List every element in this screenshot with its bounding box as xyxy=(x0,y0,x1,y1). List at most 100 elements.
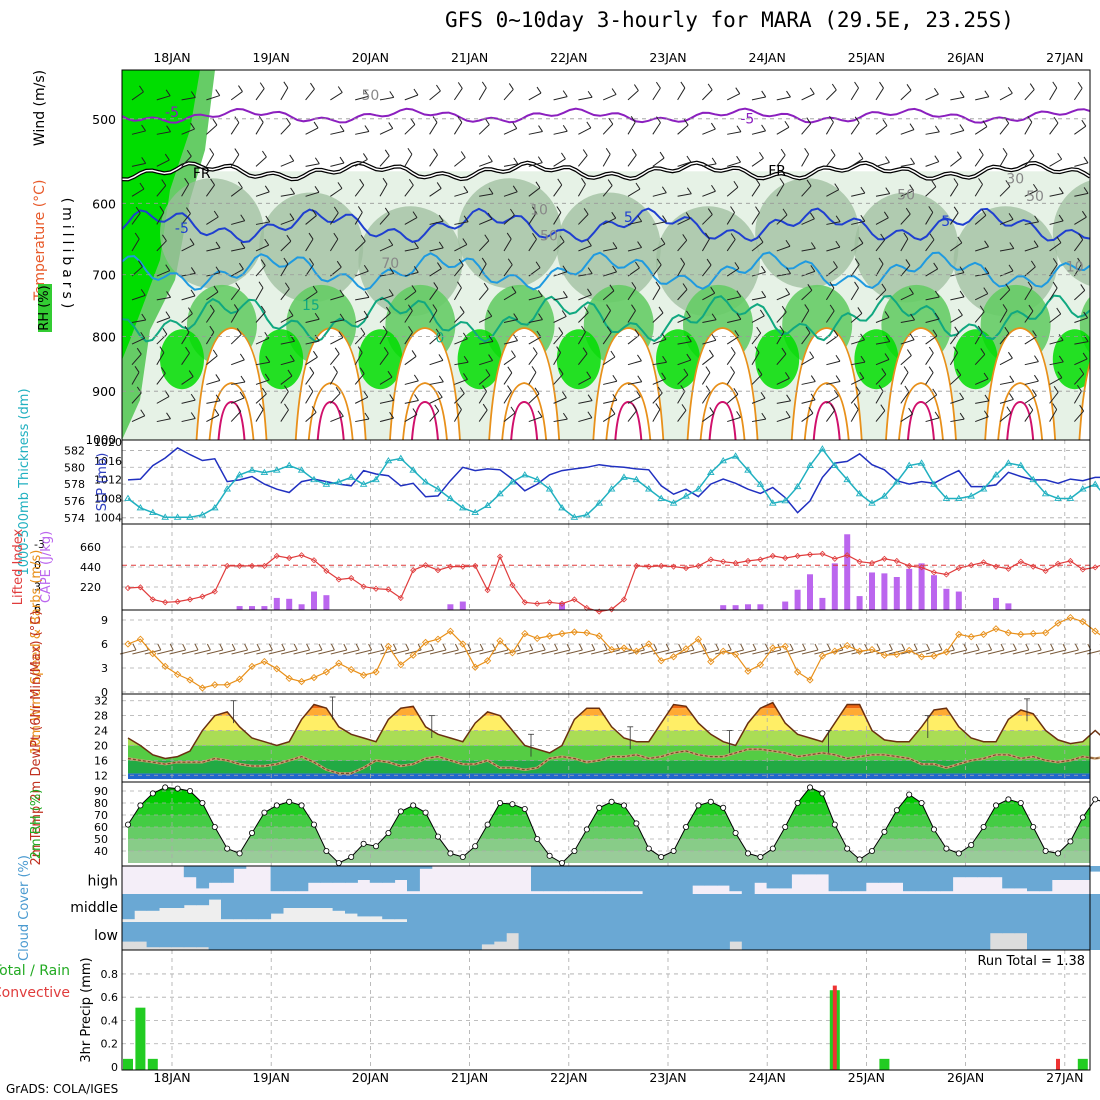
wind-barb-flag xyxy=(736,125,742,133)
wind-barb-flag xyxy=(281,643,286,651)
wind-barb-flag xyxy=(628,643,633,651)
cape-bar xyxy=(720,605,727,610)
wind-barb xyxy=(330,295,344,301)
li-point xyxy=(1079,566,1086,573)
wind-barb-flag xyxy=(212,349,218,357)
wind-barb xyxy=(553,397,567,404)
wind-barb-flag xyxy=(934,411,940,419)
wind-barb xyxy=(677,341,692,345)
precip-bar-total xyxy=(123,1058,133,1070)
wind-speed-point xyxy=(483,657,492,665)
wind-barb-flag xyxy=(1058,214,1064,222)
wind-barb xyxy=(454,378,468,385)
x-tick-label-bottom: 26JAN xyxy=(947,1070,984,1085)
rh-point xyxy=(422,809,429,816)
cloud-bar-middle xyxy=(989,894,1003,922)
wind-barb xyxy=(528,319,543,323)
wind-barb xyxy=(478,288,489,301)
cloud-bar-high xyxy=(890,866,904,883)
wind-barb-flag xyxy=(665,643,670,651)
wind-barb xyxy=(255,122,264,135)
isotherm-25 xyxy=(208,382,255,440)
cloud-layer-label: middle xyxy=(70,900,118,916)
precip-bar-total xyxy=(879,1058,890,1070)
isotherm-30 xyxy=(510,400,539,440)
wind-barb xyxy=(503,238,512,252)
grads-credit: GrADS: COLA/IGES xyxy=(6,1082,119,1096)
wind-speed-point xyxy=(831,647,839,655)
wind-barb xyxy=(206,95,220,101)
y-tick-label: 574 xyxy=(64,512,85,525)
wind-barb xyxy=(255,337,269,345)
wind-barb xyxy=(602,290,615,301)
wind-barb xyxy=(1024,310,1034,323)
wind-barb xyxy=(975,272,990,277)
wind-barb-flag xyxy=(933,262,939,270)
li-point xyxy=(323,567,330,574)
wind-barb-flag xyxy=(808,407,814,414)
wind-speed-point xyxy=(967,633,975,641)
y-tick-label: 800 xyxy=(92,330,116,345)
cloud-bar-low xyxy=(729,922,743,942)
wind-barb xyxy=(726,93,740,101)
wind-speed-point xyxy=(793,668,802,676)
wind-barb-flag xyxy=(829,304,835,312)
li-point xyxy=(459,563,466,570)
isotherm-25 xyxy=(605,382,652,440)
li-point xyxy=(199,593,206,600)
cape-bar xyxy=(249,606,255,610)
wind-barb-flag xyxy=(609,284,615,292)
wind-barb-flag xyxy=(706,258,712,266)
wind-barb xyxy=(503,264,513,277)
wind-barb xyxy=(925,93,939,101)
cloud-bar-low xyxy=(890,922,904,950)
wind-barb-flag xyxy=(756,326,762,334)
cloud-bar-middle xyxy=(1014,894,1028,922)
wind-barb-flag xyxy=(909,123,915,130)
y-tick-label: 1016 xyxy=(94,455,122,468)
slp-point xyxy=(942,494,951,501)
slp-point xyxy=(707,468,715,476)
wind-barb xyxy=(205,331,215,345)
cloud-bar-high xyxy=(1039,866,1053,892)
wind-speed-point xyxy=(136,635,145,643)
precip-bar-total xyxy=(147,1058,158,1070)
wind-barb xyxy=(751,130,766,135)
slp-point xyxy=(607,485,616,492)
wind-barb-flag xyxy=(244,643,249,651)
wind-barb-flag xyxy=(859,371,865,379)
wind-barb xyxy=(999,186,1011,197)
slp-point xyxy=(632,475,641,483)
wind-barb-flag xyxy=(1007,351,1013,359)
li-point xyxy=(534,600,541,607)
li-point xyxy=(707,556,714,563)
cloud-bar-low xyxy=(853,922,867,950)
cloud-bar-high xyxy=(270,866,284,892)
wind-barb xyxy=(677,391,686,404)
slp-point xyxy=(149,508,157,516)
wind-barb-flag xyxy=(435,328,441,336)
wind-barb-flag xyxy=(1058,355,1064,363)
slp-point xyxy=(198,511,207,518)
wind-barb-flag xyxy=(789,643,794,651)
wind-speed-point xyxy=(471,663,479,671)
wind-barb-flag xyxy=(240,241,246,249)
cape-bar xyxy=(893,577,900,610)
li-point xyxy=(546,599,553,606)
rh-point xyxy=(273,802,280,809)
cloud-bar-middle xyxy=(221,894,234,920)
wind-speed-point xyxy=(731,650,740,659)
wind-speed-point xyxy=(583,629,591,637)
wind-barb-flag xyxy=(1009,393,1014,400)
wind-barb-flag xyxy=(883,211,889,219)
wind-barb-flag xyxy=(339,156,345,164)
wind-barb xyxy=(801,185,812,197)
rh-point xyxy=(174,785,181,792)
wind-barb xyxy=(379,155,390,167)
wind-barb-flag xyxy=(265,355,271,363)
rh-point xyxy=(534,836,541,843)
wind-barb xyxy=(206,216,219,225)
wind-barb-flag xyxy=(538,313,543,320)
li-point xyxy=(124,584,132,592)
wind-barb xyxy=(330,162,345,167)
